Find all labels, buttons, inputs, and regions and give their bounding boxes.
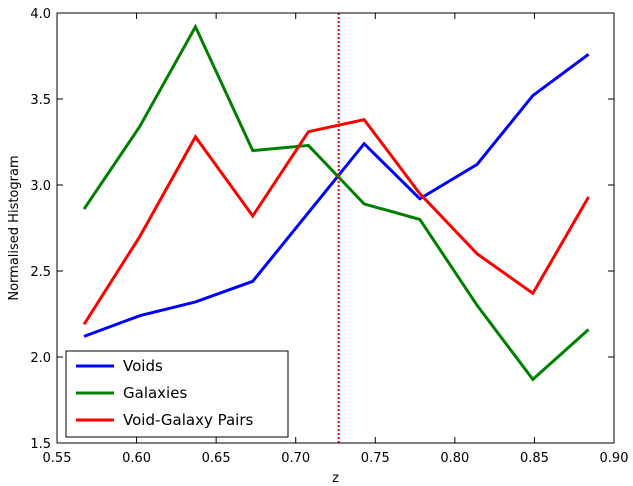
x-tick-label-1: 0.60 [122, 451, 151, 466]
x-tick-label-6: 0.85 [520, 451, 549, 466]
legend-label-void-galaxy-pairs: Void-Galaxy Pairs [123, 411, 254, 429]
series-line-void-galaxy-pairs [82, 117, 590, 326]
y-tick-label-3: 3.0 [30, 179, 51, 194]
y-tick-label-1: 2.0 [30, 351, 51, 366]
legend-label-voids: Voids [123, 357, 163, 375]
x-axis-label: z [332, 471, 339, 486]
x-tick-label-4: 0.75 [361, 451, 390, 466]
y-tick-label-0: 1.5 [30, 437, 51, 452]
x-tick-label-0: 0.55 [43, 451, 72, 466]
y-tick-label-2: 2.5 [30, 265, 51, 280]
legend: Voids Galaxies Void-Galaxy Pairs [65, 350, 289, 438]
y-tick-label-5: 4.0 [30, 7, 51, 22]
plot-frame [56, 12, 615, 444]
axis-ticks: 0.55 0.60 0.65 0.70 0.75 0.80 0.85 0.90 1.5 2.0 2.… [30, 7, 628, 466]
plot-area [82, 13, 590, 443]
legend-label-galaxies: Galaxies [123, 384, 187, 402]
x-tick-label-2: 0.65 [202, 451, 231, 466]
series-line-voids [83, 53, 590, 338]
y-axis-label: Normalised Histogram [7, 155, 22, 300]
series-line-galaxies [82, 23, 590, 382]
x-tick-label-7: 0.90 [600, 451, 629, 466]
x-tick-label-5: 0.80 [440, 451, 469, 466]
y-tick-label-4: 3.5 [30, 93, 51, 108]
x-tick-label-3: 0.70 [281, 451, 310, 466]
